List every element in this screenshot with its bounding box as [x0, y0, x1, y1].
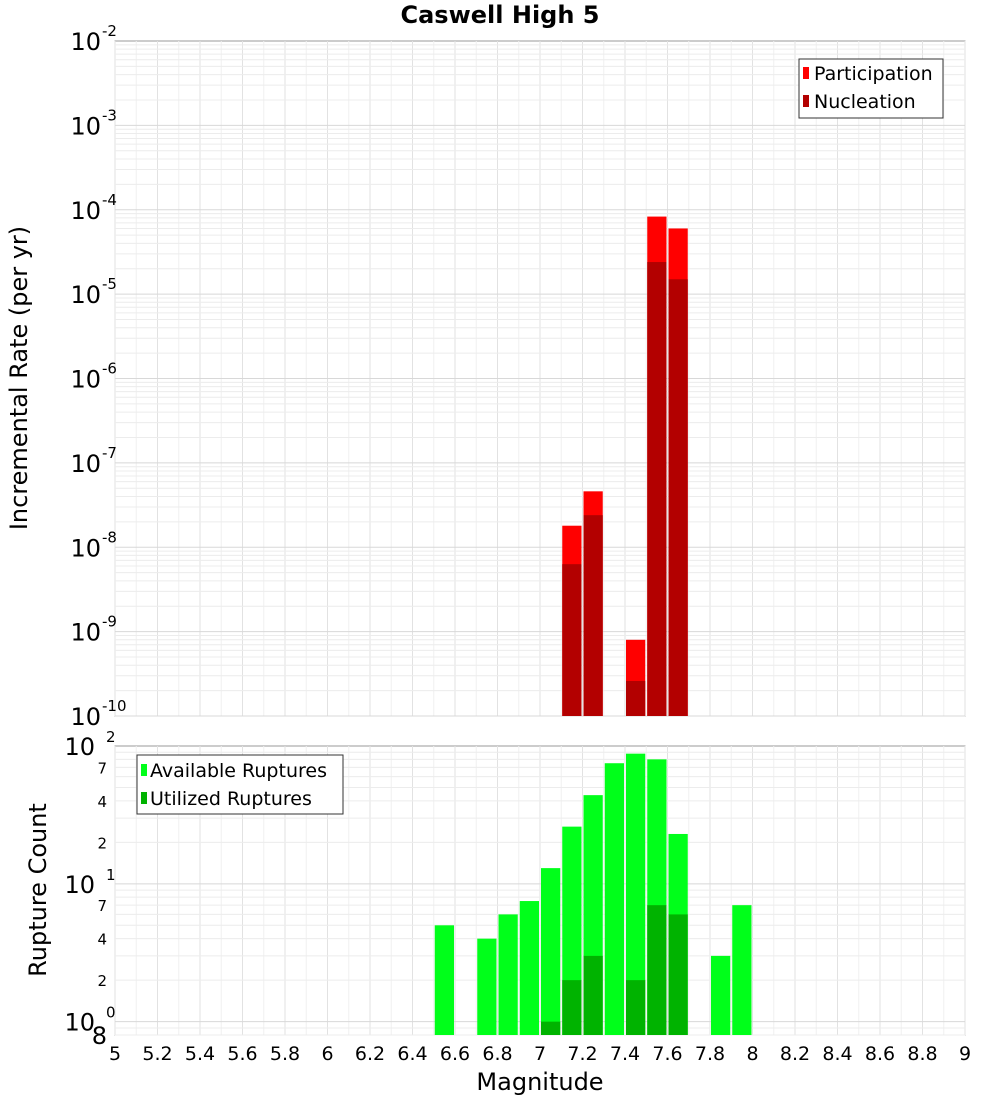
y-tick-label: 10 — [70, 28, 101, 56]
legend-label-participation: Participation — [814, 63, 933, 85]
rate-legend-box — [798, 58, 944, 119]
legend-swatch-utilized — [141, 792, 147, 804]
y-tick-exponent: -6 — [102, 360, 117, 378]
x-tick-label: 9 — [959, 1043, 971, 1065]
y-tick-exponent: -10 — [102, 697, 127, 715]
y-tick-label: 10 — [70, 366, 101, 394]
y-tick-exponent: -2 — [102, 22, 117, 40]
legend-label-available: Available Ruptures — [150, 760, 327, 782]
x-axis-label: Magnitude — [476, 1068, 603, 1096]
x-tick-label: 5.6 — [227, 1043, 257, 1065]
y-minor-tick-label: 2 — [97, 972, 107, 990]
y-tick-exponent: 0 — [106, 1004, 116, 1022]
utilized-ruptures-bar — [668, 914, 688, 1035]
y-tick-exponent: -4 — [102, 191, 117, 209]
nucleation-bar — [583, 515, 603, 716]
y-minor-tick-label: 7 — [97, 897, 107, 915]
x-tick-label: 6.2 — [355, 1043, 385, 1065]
x-tick-label: 7.2 — [567, 1043, 597, 1065]
rate-bars — [562, 216, 688, 716]
available-ruptures-bar — [541, 868, 561, 1035]
x-tick-label: 5.8 — [270, 1043, 300, 1065]
y-tick-exponent: -7 — [102, 444, 117, 462]
y-tick-exponent: 1 — [106, 866, 116, 884]
y-minor-tick-label: 7 — [97, 759, 107, 777]
y-tick-exponent: 2 — [106, 728, 116, 746]
x-tick-labels: 5 5.2 5.4 5.6 5.8 6 6.2 6.4 6.6 6.8 7 7.2 7.4 7.6 7.8 8… — [109, 1043, 971, 1065]
chart-title: Caswell High 5 — [401, 1, 600, 29]
y-tick-label: 10 — [70, 534, 101, 562]
count-y-axis-label: Rupture Count — [24, 803, 52, 977]
y-tick-exponent: -9 — [102, 613, 117, 631]
legend-label-utilized: Utilized Ruptures — [150, 788, 312, 810]
nucleation-bar — [647, 262, 667, 716]
legend-swatch-participation — [803, 67, 809, 79]
available-ruptures-bar — [604, 763, 624, 1035]
utilized-ruptures-bar — [626, 980, 646, 1035]
y-tick-exponent: -8 — [102, 528, 117, 546]
count-bars — [434, 753, 752, 1035]
utilized-ruptures-bar — [583, 955, 603, 1035]
available-ruptures-bar — [434, 925, 454, 1035]
x-tick-label: 6.4 — [397, 1043, 427, 1065]
utilized-ruptures-bar — [647, 905, 667, 1035]
rate-grid — [114, 41, 966, 717]
x-tick-label: 6.8 — [482, 1043, 512, 1065]
x-tick-label: 6.6 — [440, 1043, 470, 1065]
x-tick-label: 6 — [321, 1043, 333, 1065]
y-tick-label: 10 — [64, 871, 95, 899]
legend-swatch-available — [141, 764, 147, 776]
nucleation-bar — [562, 564, 582, 716]
available-ruptures-bar — [732, 905, 752, 1035]
x-tick-label: 7.4 — [610, 1043, 640, 1065]
available-ruptures-bar — [498, 914, 518, 1035]
y-tick-label: 10 — [64, 733, 95, 761]
x-tick-label: 7.8 — [695, 1043, 725, 1065]
nucleation-bar — [668, 279, 688, 716]
available-ruptures-bar — [519, 901, 539, 1035]
utilized-ruptures-bar — [562, 980, 582, 1035]
y-tick-exponent: -3 — [102, 106, 117, 124]
y-tick-label: 10 — [70, 197, 101, 225]
count-y-ticks: 10 0 10 1 10 2 8 2 4 7 2 4 7 — [64, 728, 115, 1050]
y-tick-label: 10 — [70, 703, 101, 731]
y-tick-label: 10 — [70, 112, 101, 140]
x-tick-label: 8.6 — [865, 1043, 895, 1065]
legend-label-nucleation: Nucleation — [814, 91, 916, 113]
x-tick-label: 5.2 — [142, 1043, 172, 1065]
utilized-ruptures-bar — [541, 1021, 561, 1035]
y-tick-label: 10 — [70, 281, 101, 309]
available-ruptures-bar — [477, 938, 497, 1035]
x-tick-label: 7 — [534, 1043, 546, 1065]
available-ruptures-bar — [711, 955, 731, 1035]
rate-legend: Participation Nucleation — [798, 58, 944, 119]
y-minor-tick-label: 8 — [92, 1022, 107, 1050]
y-minor-tick-label: 2 — [97, 834, 107, 852]
x-tick-label: 8 — [746, 1043, 758, 1065]
legend-swatch-nucleation — [803, 95, 809, 107]
nucleation-bar — [626, 680, 646, 716]
x-tick-label: 8.8 — [907, 1043, 937, 1065]
y-tick-label: 10 — [70, 619, 101, 647]
x-tick-label: 5.4 — [185, 1043, 215, 1065]
count-panel: 10 0 10 1 10 2 8 2 4 7 2 4 7 5 5.2 5.4 5.6 5.8 6 6.2 6.4 6.6… — [24, 728, 971, 1096]
count-legend: Available Ruptures Utilized Ruptures — [136, 754, 344, 815]
x-tick-label: 7.6 — [652, 1043, 682, 1065]
rate-y-axis-label: Incremental Rate (per yr) — [5, 226, 33, 530]
y-tick-label: 10 — [70, 450, 101, 478]
x-tick-label: 8.4 — [822, 1043, 852, 1065]
y-tick-label: 10 — [64, 1009, 95, 1037]
y-minor-tick-label: 4 — [97, 931, 107, 949]
x-tick-label: 8.2 — [780, 1043, 810, 1065]
available-ruptures-bar — [626, 753, 646, 1035]
y-tick-exponent: -5 — [102, 275, 117, 293]
count-legend-box — [136, 754, 344, 815]
x-tick-label: 5 — [109, 1043, 121, 1065]
y-minor-tick-label: 4 — [97, 793, 107, 811]
count-grid — [114, 746, 966, 1036]
